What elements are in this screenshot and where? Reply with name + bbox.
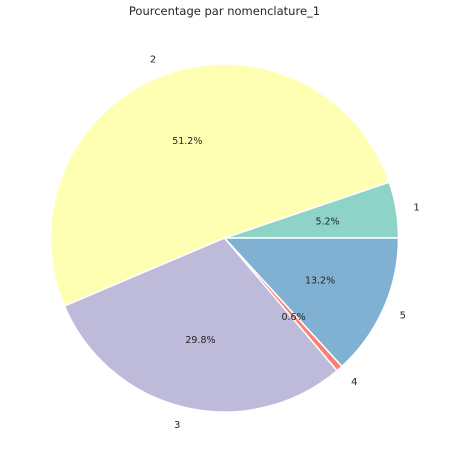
slice-label-1: 1 [413, 202, 419, 213]
slice-percent-2: 51.2% [172, 136, 202, 147]
chart-title: Pourcentage par nomenclature_1 [129, 4, 320, 18]
slice-percent-4: 0.6% [281, 312, 305, 323]
pie-slice-2 [49, 63, 391, 307]
pie-slice-3 [63, 237, 338, 413]
pie-slices [49, 63, 400, 413]
slice-percent-1: 5.2% [315, 217, 339, 228]
pie-slice-5 [223, 237, 400, 368]
slice-label-4: 4 [351, 377, 357, 388]
slice-label-3: 3 [174, 420, 180, 431]
slice-percent-5: 13.2% [305, 276, 335, 287]
slice-label-2: 2 [150, 55, 156, 66]
slice-label-5: 5 [400, 311, 406, 322]
pie-labels: 1 5.2% 2 51.2% 3 29.8% 4 0.6% 5 13.2% [150, 55, 420, 431]
slice-percent-3: 29.8% [185, 335, 215, 346]
